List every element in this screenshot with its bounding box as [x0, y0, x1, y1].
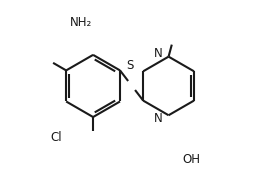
- Text: OH: OH: [183, 153, 201, 166]
- Text: Cl: Cl: [51, 131, 62, 144]
- Text: N: N: [154, 112, 162, 125]
- Text: NH₂: NH₂: [69, 16, 92, 28]
- Text: N: N: [154, 47, 162, 61]
- Text: S: S: [127, 59, 134, 72]
